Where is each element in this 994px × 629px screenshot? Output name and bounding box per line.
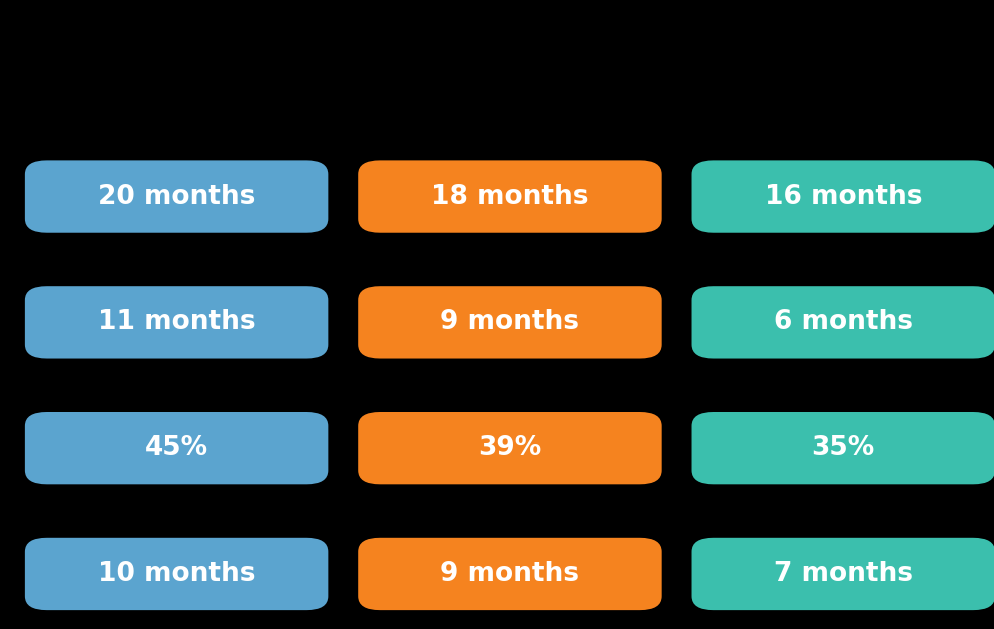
Text: 6 months: 6 months (773, 309, 911, 335)
FancyBboxPatch shape (358, 538, 661, 610)
Text: 20 months: 20 months (97, 184, 255, 209)
FancyBboxPatch shape (358, 412, 661, 484)
Text: 11 months: 11 months (97, 309, 255, 335)
FancyBboxPatch shape (25, 286, 328, 359)
Text: 9 months: 9 months (440, 309, 579, 335)
FancyBboxPatch shape (691, 538, 994, 610)
Text: 9 months: 9 months (440, 561, 579, 587)
FancyBboxPatch shape (25, 412, 328, 484)
FancyBboxPatch shape (25, 160, 328, 233)
Text: 45%: 45% (145, 435, 208, 461)
Text: 7 months: 7 months (773, 561, 911, 587)
Text: 39%: 39% (478, 435, 541, 461)
Text: 10 months: 10 months (97, 561, 255, 587)
FancyBboxPatch shape (358, 160, 661, 233)
FancyBboxPatch shape (691, 160, 994, 233)
FancyBboxPatch shape (691, 412, 994, 484)
Text: 35%: 35% (811, 435, 874, 461)
Text: 16 months: 16 months (763, 184, 921, 209)
Text: 18 months: 18 months (430, 184, 588, 209)
FancyBboxPatch shape (691, 286, 994, 359)
FancyBboxPatch shape (25, 538, 328, 610)
FancyBboxPatch shape (358, 286, 661, 359)
